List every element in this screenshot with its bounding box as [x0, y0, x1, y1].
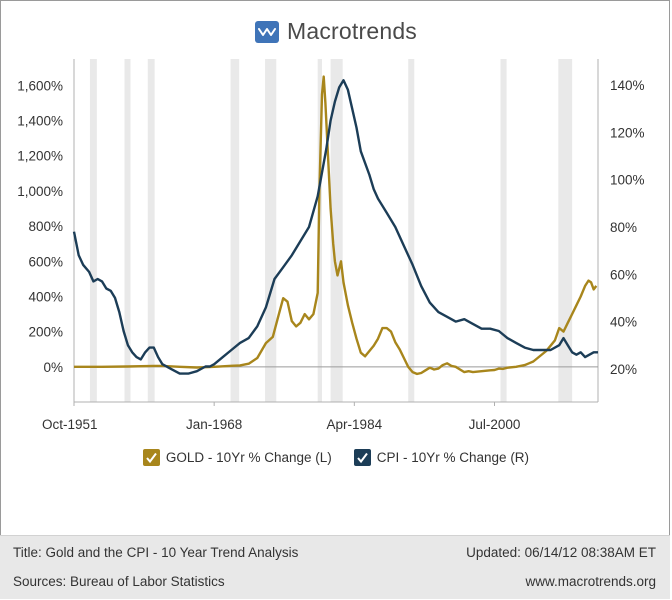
right-axis-tick-label: 60%: [610, 267, 637, 282]
legend-item-cpi[interactable]: CPI - 10Yr % Change (R): [353, 449, 530, 466]
legend: GOLD - 10Yr % Change (L) CPI - 10Yr % Ch…: [0, 449, 672, 466]
right-axis-tick-label: 80%: [610, 220, 637, 235]
right-axis-tick-label: 40%: [610, 315, 637, 330]
recession-band: [124, 59, 131, 402]
left-axis-tick-label: 600%: [28, 254, 63, 269]
left-axis-labels: 0% 200% 400% 600% 800% 1,000% 1,200% 1,400% 1,60…: [17, 78, 63, 374]
x-axis-tick-label: Apr-1984: [327, 417, 383, 432]
left-axis-tick-label: 1,000%: [17, 184, 63, 199]
legend-item-gold[interactable]: GOLD - 10Yr % Change (L): [142, 449, 332, 466]
footer-website[interactable]: www.macrotrends.org: [525, 574, 656, 589]
legend-label-gold: GOLD - 10Yr % Change (L): [165, 450, 332, 465]
legend-label-cpi: CPI - 10Yr % Change (R): [376, 450, 530, 465]
x-axis-tick-label: Oct-1951: [42, 417, 98, 432]
x-axis-labels: Oct-1951 Jan-1968 Apr-1984 Jul-2000: [42, 402, 520, 432]
footer: Title: Gold and the CPI - 10 Year Trend …: [0, 535, 670, 599]
right-axis-tick-label: 100%: [610, 173, 645, 188]
gold-checkbox-icon[interactable]: [142, 449, 160, 466]
gold-series-line: [74, 75, 598, 376]
line-chart: 0% 200% 400% 600% 800% 1,000% 1,200% 1,400% 1,60…: [17, 59, 645, 432]
right-axis-labels: 20% 40% 60% 80% 100% 120% 140%: [610, 78, 645, 377]
recession-band: [89, 59, 97, 402]
x-axis-tick-label: Jan-1968: [186, 417, 242, 432]
recession-band: [230, 59, 240, 402]
left-axis-tick-label: 0%: [43, 360, 63, 375]
footer-sources: Sources: Bureau of Labor Statistics: [13, 574, 225, 589]
recession-band: [147, 59, 155, 402]
recession-band: [330, 59, 343, 402]
recession-band: [500, 59, 507, 402]
right-axis-tick-label: 140%: [610, 78, 645, 93]
left-axis-tick-label: 800%: [28, 219, 63, 234]
cpi-series-line: [72, 79, 598, 375]
macrotrends-logo-icon: [254, 20, 279, 43]
right-axis-tick-label: 120%: [610, 125, 645, 140]
cpi-checkbox-icon[interactable]: [353, 449, 371, 466]
series-lines: [72, 75, 598, 376]
footer-title: Title: Gold and the CPI - 10 Year Trend …: [13, 545, 299, 560]
left-axis-tick-label: 200%: [28, 325, 63, 340]
recession-band: [558, 59, 573, 402]
left-axis-tick-label: 400%: [28, 289, 63, 304]
left-axis-tick-label: 1,400%: [17, 114, 63, 129]
footer-updated: Updated: 06/14/12 08:38AM ET: [466, 545, 656, 560]
brand-name: Macrotrends: [286, 18, 418, 44]
brand-header: Macrotrends: [0, 18, 672, 45]
recession-band: [408, 59, 415, 402]
recession-band: [265, 59, 277, 402]
right-axis-tick-label: 20%: [610, 362, 637, 377]
left-axis-tick-label: 1,200%: [17, 149, 63, 164]
x-axis-tick-label: Jul-2000: [469, 417, 521, 432]
left-axis-tick-label: 1,600%: [17, 78, 63, 93]
